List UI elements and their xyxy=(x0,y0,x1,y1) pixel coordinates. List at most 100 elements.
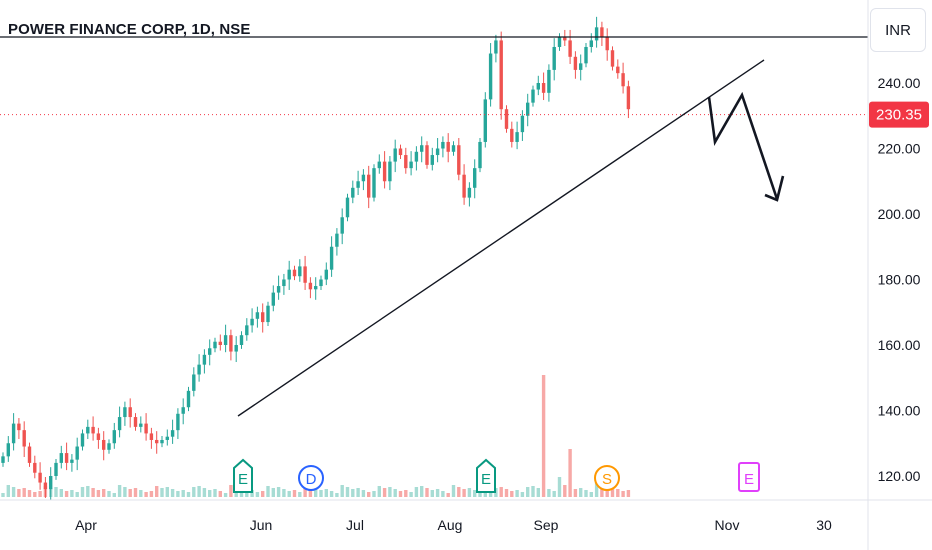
volume-bar xyxy=(17,489,21,497)
candle-body xyxy=(308,282,313,290)
candle-body xyxy=(361,174,366,182)
volume-bar xyxy=(176,491,180,497)
trend-line xyxy=(237,59,765,417)
last-price-label: 230.35 xyxy=(876,107,922,124)
candle-body xyxy=(467,187,472,198)
volume-bar xyxy=(54,487,58,497)
volume-bar xyxy=(579,488,583,497)
candle-body xyxy=(165,436,169,440)
volume-bar xyxy=(149,491,154,497)
candle-body xyxy=(282,279,286,287)
volume-bar xyxy=(372,491,376,497)
candle-body xyxy=(139,423,143,427)
candle-body xyxy=(22,430,26,447)
volume-bar xyxy=(462,489,466,497)
currency-button[interactable]: INR xyxy=(870,8,926,52)
volume-bar xyxy=(409,492,413,497)
volume-bar xyxy=(515,490,519,497)
y-tick-label: 180.00 xyxy=(878,272,921,288)
volume-bar xyxy=(329,491,334,497)
volume-bar xyxy=(425,488,429,497)
volume-bar xyxy=(303,487,307,497)
candle-body xyxy=(303,266,307,283)
event-marker-e[interactable]: E xyxy=(738,462,760,492)
volume-bar xyxy=(616,489,620,497)
volume-bar xyxy=(600,486,604,497)
candle-body xyxy=(213,341,217,349)
volume-bar xyxy=(91,488,95,497)
volume-bar xyxy=(541,375,546,497)
marker-circle-shape xyxy=(594,465,620,491)
volume-bar xyxy=(75,492,79,497)
event-marker-e[interactable]: E xyxy=(476,458,496,493)
candle-body xyxy=(70,459,74,463)
volume-bar xyxy=(208,490,212,497)
candle-body xyxy=(621,73,625,87)
volume-bar xyxy=(520,492,525,497)
volume-bar xyxy=(33,492,37,497)
candle-body xyxy=(393,148,397,162)
volume-bar xyxy=(563,485,567,497)
candle-body xyxy=(398,148,403,156)
volume-bar xyxy=(568,449,572,497)
volume-bar xyxy=(218,491,222,497)
candle-body xyxy=(239,335,244,345)
x-tick-label: Nov xyxy=(715,517,740,533)
volume-bar xyxy=(430,490,434,497)
x-tick-label: Jul xyxy=(346,517,364,533)
volume-bar xyxy=(250,490,254,497)
candle-body xyxy=(388,161,392,182)
event-marker-e[interactable]: E xyxy=(233,458,253,493)
volume-bar xyxy=(446,493,450,497)
candle-body xyxy=(552,46,556,70)
event-marker-label: E xyxy=(238,471,248,488)
volume-bar xyxy=(308,486,313,497)
y-tick-label: 140.00 xyxy=(878,403,921,419)
volume-bar xyxy=(324,489,328,497)
volume-bar xyxy=(345,487,350,497)
candle-body xyxy=(276,286,281,293)
event-marker-label: S xyxy=(602,471,612,488)
candle-body xyxy=(367,174,371,198)
volume-bar xyxy=(223,493,228,497)
volume-bar xyxy=(382,488,387,497)
candle-body xyxy=(170,430,175,437)
candle-body xyxy=(451,145,456,152)
candle-body xyxy=(234,345,238,352)
volume-bar xyxy=(377,486,381,497)
event-marker-d[interactable]: D xyxy=(298,465,324,491)
candle-body xyxy=(176,413,180,431)
candle-body xyxy=(483,99,487,142)
volume-bar xyxy=(170,489,175,497)
x-tick-label: Apr xyxy=(75,517,97,533)
candle-body xyxy=(382,161,387,182)
volume-bar xyxy=(420,486,424,497)
candle-body xyxy=(515,132,519,142)
volume-bar xyxy=(584,490,588,497)
candle-body xyxy=(91,426,95,434)
candle-body xyxy=(589,40,593,47)
candle-body xyxy=(573,56,578,70)
candle-body xyxy=(504,109,509,129)
candle-body xyxy=(144,423,148,434)
candle-body xyxy=(430,155,434,165)
candle-body xyxy=(208,348,212,355)
candle-body xyxy=(499,40,503,110)
volume-bar xyxy=(186,492,191,497)
volume-bar xyxy=(213,489,217,497)
volume-bar xyxy=(526,487,530,497)
candle-body xyxy=(292,269,297,277)
y-tick-label: 200.00 xyxy=(878,206,921,222)
candle-body xyxy=(345,197,350,218)
candle-body xyxy=(435,148,440,156)
candle-body xyxy=(117,417,122,431)
volume-bar xyxy=(255,492,260,497)
volume-bar xyxy=(504,489,509,497)
candle-body xyxy=(425,145,429,165)
volume-bar xyxy=(404,490,408,497)
candle-body xyxy=(377,161,381,169)
event-marker-s[interactable]: S xyxy=(594,465,620,491)
volume-bar xyxy=(483,491,487,497)
volume-bar xyxy=(398,491,403,497)
